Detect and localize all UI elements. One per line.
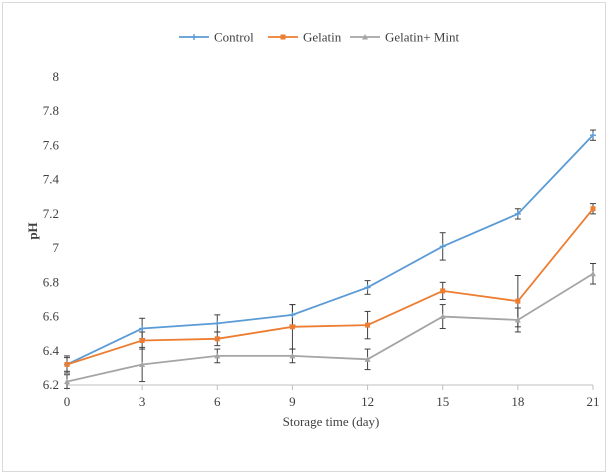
chart-area: Control Gelatin Gelatin+ Mint pH Storage t… [2, 2, 606, 472]
y-tick-label: 7.6 [43, 137, 60, 152]
series-lines [67, 135, 593, 381]
data-point-gelatin [215, 336, 220, 341]
data-point-control [139, 326, 145, 332]
y-tick-label: 6.4 [43, 343, 60, 358]
data-point-control [214, 320, 220, 326]
legend-swatch-marker [281, 35, 286, 40]
x-axis-title: Storage time (day) [283, 414, 380, 429]
x-tick-label: 18 [511, 394, 524, 409]
x-tick-label: 0 [64, 394, 71, 409]
data-point-gelatin [290, 324, 295, 329]
series-markers [64, 132, 596, 384]
y-tick-label: 7.2 [43, 206, 59, 221]
legend-label: Gelatin+ Mint [385, 30, 460, 45]
x-tick-label: 15 [436, 394, 449, 409]
data-point-gelatin [140, 338, 145, 343]
legend-swatch-marker [191, 34, 197, 40]
legend-label: Gelatin [303, 30, 342, 45]
data-point-gelatin-mint [590, 271, 596, 277]
legend-item-control: Control [179, 30, 254, 45]
y-tick-label: 7.4 [43, 172, 60, 187]
data-point-gelatin [365, 323, 370, 328]
series-line-control [67, 135, 593, 364]
legend: Control Gelatin Gelatin+ Mint [179, 30, 460, 45]
x-tick-label: 12 [361, 394, 374, 409]
data-point-gelatin [65, 362, 70, 367]
y-tick-label: 6.6 [43, 309, 60, 324]
legend-label: Control [214, 30, 254, 45]
x-tick-label: 3 [139, 394, 146, 409]
y-tick-label: 7 [53, 240, 60, 255]
x-tick-label: 9 [289, 394, 296, 409]
y-tick-label: 8 [53, 69, 60, 84]
data-point-control [289, 312, 295, 318]
x-tick-label: 21 [587, 394, 600, 409]
y-tick-label: 6.8 [43, 274, 59, 289]
data-point-gelatin [440, 288, 445, 293]
legend-item-gelatin: Gelatin [268, 30, 342, 45]
y-tick-label: 6.2 [43, 377, 59, 392]
y-tick-label: 7.8 [43, 103, 59, 118]
series-line-gelatin [67, 209, 593, 365]
data-point-gelatin [515, 299, 520, 304]
data-point-gelatin [591, 206, 596, 211]
error-bars [64, 130, 596, 388]
legend-item-gelatin-mint: Gelatin+ Mint [350, 30, 460, 45]
x-tick-label: 6 [214, 394, 221, 409]
y-axis-title: pH [25, 222, 40, 239]
line-chart: Control Gelatin Gelatin+ Mint pH Storage t… [3, 3, 607, 473]
